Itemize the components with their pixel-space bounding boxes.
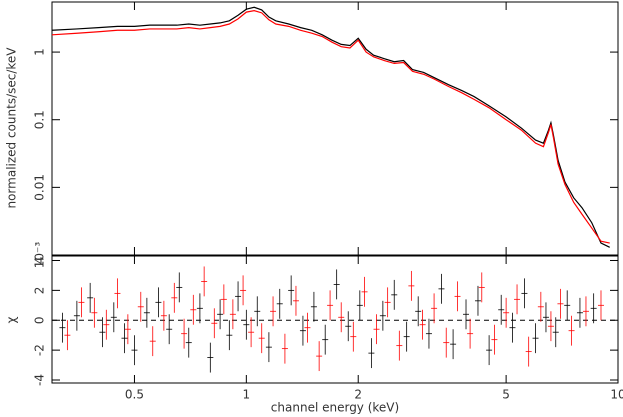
- y-tick-label: 0.01: [33, 174, 47, 201]
- spectrum-line: [51, 6, 610, 248]
- x-tick-label: 2: [354, 388, 362, 402]
- y-tick-label: 0: [33, 316, 47, 324]
- bottom-frame: [51, 255, 619, 384]
- y-tick-label: 4: [33, 257, 47, 265]
- y-tick-label: 1: [33, 48, 47, 56]
- y-tick-label: 2: [33, 287, 47, 295]
- y-tick-label: -2: [33, 344, 47, 356]
- y-tick-label: 10⁻³: [33, 242, 47, 269]
- x-tick-label: 0.5: [125, 388, 144, 402]
- y-tick-label: -4: [33, 374, 47, 386]
- top-frame: [51, 1, 619, 256]
- y-axis-label: normalized counts/sec/keV: [5, 47, 19, 209]
- y-axis-label: χ: [5, 316, 19, 323]
- y-tick-label: 0.1: [33, 110, 47, 129]
- x-tick-label: 10: [610, 388, 623, 402]
- x-tick-label: 5: [502, 388, 510, 402]
- x-axis-label: channel energy (keV): [271, 401, 399, 415]
- x-tick-label: 1: [243, 388, 251, 402]
- spectrum-line: [51, 10, 610, 244]
